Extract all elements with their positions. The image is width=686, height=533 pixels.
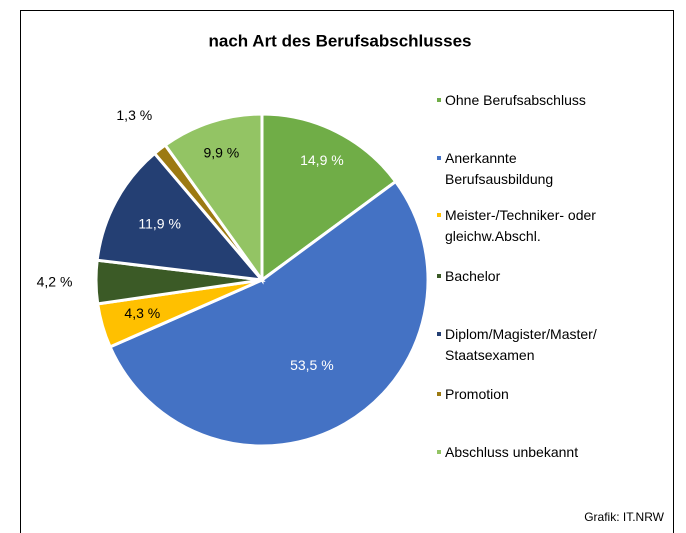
- pie-slice: [163, 112, 264, 285]
- legend-item: Diplom/Magister/Master/ Staatsexamen: [437, 324, 597, 366]
- legend-label: Anerkannte Berufsausbildung: [445, 150, 554, 187]
- data-label: 14,9 %: [300, 152, 344, 168]
- pie-slice: [108, 179, 430, 448]
- data-label: 1,3 %: [116, 107, 152, 123]
- legend-item: Anerkannte Berufsausbildung: [437, 148, 553, 190]
- legend-label: Bachelor: [445, 268, 501, 284]
- pie-slice: [260, 112, 398, 283]
- legend-bullet: [437, 332, 441, 336]
- data-label: 4,3 %: [124, 305, 160, 321]
- legend-bullet: [437, 450, 441, 454]
- legend-label: Meister-/Techniker- oder gleichw.Abschl.: [445, 207, 596, 244]
- data-label: 9,9 %: [203, 144, 239, 160]
- legend-bullet: [437, 156, 441, 160]
- legend-item: Abschluss unbekannt: [437, 442, 578, 463]
- data-label: 53,5 %: [290, 357, 334, 373]
- legend-label: Abschluss unbekannt: [445, 444, 579, 460]
- legend-label: Promotion: [445, 386, 509, 402]
- frame: [20, 10, 674, 533]
- legend-item: Bachelor: [437, 266, 500, 287]
- legend-item: Ohne Berufsabschluss: [437, 90, 586, 111]
- legend-bullet: [437, 98, 441, 102]
- data-label: 11,9 %: [138, 216, 181, 232]
- legend-bullet: [437, 213, 441, 217]
- pie-slice: [95, 151, 266, 282]
- legend-item: Meister-/Techniker- oder gleichw.Abschl.: [437, 205, 596, 247]
- source: Grafik: IT.NRW: [584, 510, 664, 524]
- legend-item: Promotion: [437, 384, 509, 405]
- legend-bullet: [437, 274, 441, 278]
- legend-label: Ohne Berufsabschluss: [445, 92, 586, 108]
- legend-label: Diplom/Magister/Master/ Staatsexamen: [445, 326, 597, 363]
- chart-title: nach Art des Berufsabschlusses: [209, 31, 472, 50]
- legend-bullet: [437, 392, 441, 396]
- data-label: 4,2 %: [37, 273, 73, 289]
